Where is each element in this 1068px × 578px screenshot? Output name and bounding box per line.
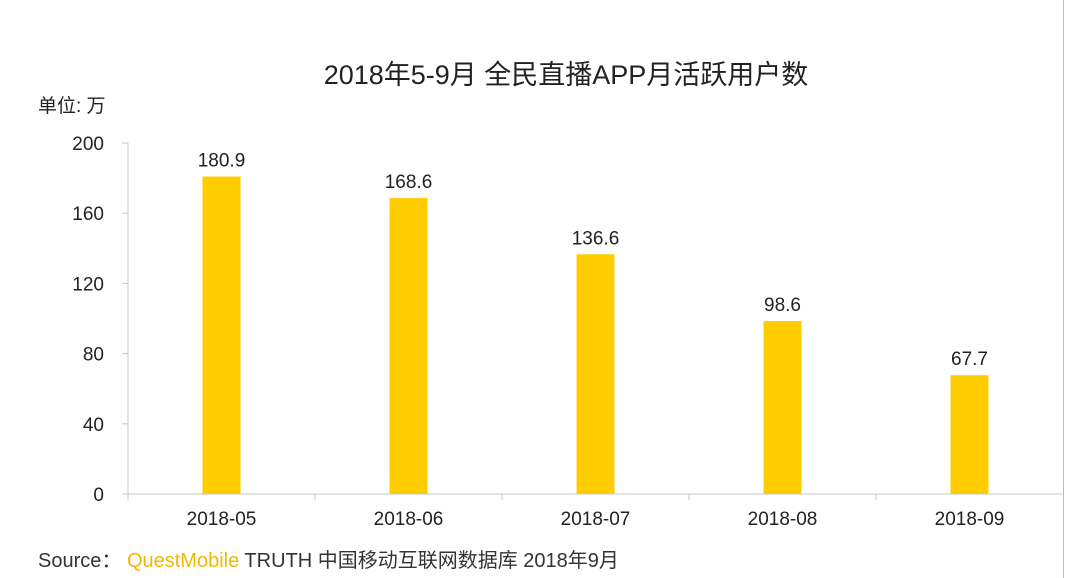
bar [763, 320, 802, 494]
x-tick-label: 2018-05 [187, 509, 257, 530]
bar [389, 198, 428, 494]
bars-group: 180.9 168.6 136.6 98.6 67.7 [198, 151, 989, 494]
source-note: Source： QuestMobile TRUTH 中国移动互联网数据库 201… [38, 544, 619, 573]
x-tick-label: 2018-09 [935, 509, 1005, 530]
bar-value-label: 136.6 [572, 228, 620, 249]
bar [576, 254, 615, 494]
y-tick-label: 160 [72, 204, 104, 225]
source-rest: TRUTH 中国移动互联网数据库 2018年9月 [239, 550, 619, 572]
y-axis: 0 40 80 120 160 200 [72, 134, 129, 506]
x-tick-label: 2018-06 [374, 509, 444, 530]
right-border [1063, 0, 1064, 578]
x-tick-label: 2018-07 [561, 509, 631, 530]
x-tick-label: 2018-08 [748, 509, 818, 530]
bar-value-label: 67.7 [951, 349, 988, 370]
bar [202, 176, 241, 494]
chart-title: 2018年5-9月 全民直播APP月活跃用户数 [324, 60, 809, 90]
bar-value-label: 98.6 [764, 295, 801, 316]
bar-value-label: 168.6 [385, 172, 433, 193]
unit-label: 单位: 万 [38, 95, 106, 117]
source-brand: QuestMobile [126, 550, 240, 572]
y-tick-label: 0 [93, 485, 104, 506]
source-prefix: Source： [38, 550, 122, 572]
bar-value-label: 180.9 [198, 151, 246, 172]
y-tick-label: 120 [72, 274, 104, 295]
y-tick-label: 200 [72, 134, 104, 155]
y-tick-label: 40 [83, 415, 104, 436]
bar [950, 375, 989, 494]
x-axis: 2018-05 2018-06 2018-07 2018-08 2018-09 [127, 493, 1063, 530]
y-tick-label: 80 [83, 345, 104, 366]
